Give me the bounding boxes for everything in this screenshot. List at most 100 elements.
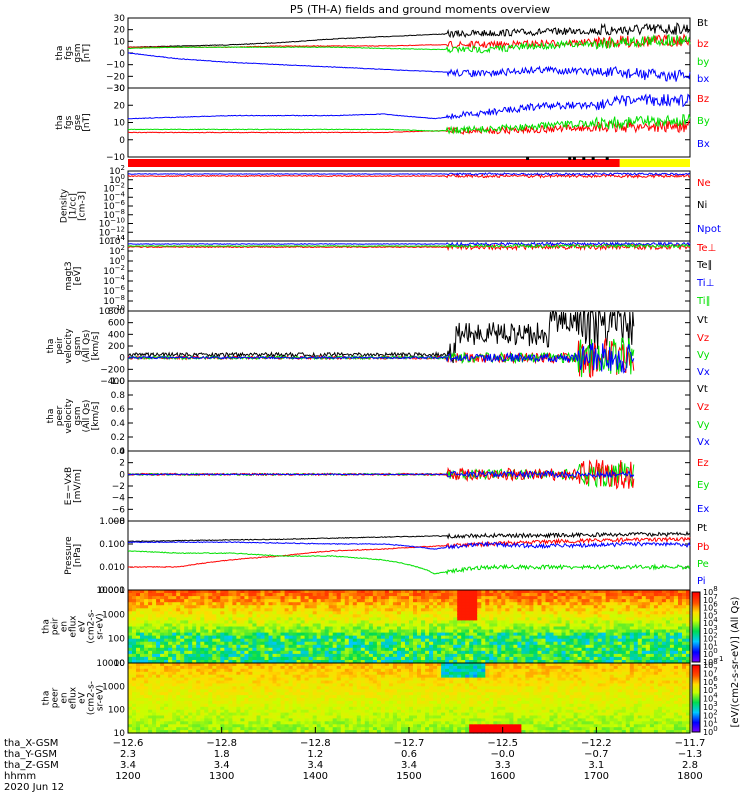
spectrogram-cell: [582, 593, 587, 597]
spectrogram-cell: [449, 630, 454, 634]
spectrogram-cell: [658, 614, 663, 618]
spectrogram-cell: [578, 614, 583, 618]
spectrogram-cell: [148, 599, 153, 603]
spectrogram-cell: [590, 599, 595, 603]
spectrogram-cell: [277, 599, 282, 603]
spectrogram-cell: [269, 657, 274, 661]
spectrogram-cell: [578, 599, 583, 603]
spectrogram-cell: [682, 651, 687, 655]
spectrogram-cell: [421, 614, 426, 618]
spectrogram-cell: [176, 630, 181, 634]
spectrogram-cell: [405, 642, 410, 646]
spectrogram-cell: [529, 651, 534, 655]
spectrogram-cell: [224, 636, 229, 640]
spectrogram-cell: [329, 642, 334, 646]
spectrogram-cell: [136, 657, 141, 661]
spectrogram-cell: [449, 599, 454, 603]
spectrogram-cell: [140, 669, 145, 673]
spectrogram-cell: [313, 630, 318, 634]
spectrogram-cell: [622, 593, 627, 597]
spectrogram-cell: [525, 614, 530, 618]
spectrogram-cell: [481, 642, 486, 646]
spectrogram-cell: [277, 657, 282, 661]
plot-title: P5 (TH-A) fields and ground moments over…: [290, 3, 550, 16]
spectrogram-cell: [533, 599, 538, 603]
spectrogram-cell: [160, 704, 165, 708]
spectrogram-cell: [538, 642, 543, 646]
spectrogram-cell: [361, 642, 366, 646]
spectrogram-cell: [277, 686, 282, 690]
spectrogram-cell: [212, 721, 217, 725]
spectrogram-cell: [261, 614, 266, 618]
spectrogram-cell: [313, 704, 318, 708]
spectrogram-cell: [493, 614, 498, 618]
spectrogram-cell: [373, 657, 378, 661]
spectrogram-cell: [329, 593, 334, 597]
spectrogram-cell: [562, 630, 567, 634]
spectrogram-cell: [164, 642, 169, 646]
spectrogram-cell: [212, 651, 217, 655]
spectrogram-cell: [678, 614, 683, 618]
spectrogram-cell: [365, 642, 370, 646]
spectrogram-cell: [224, 704, 229, 708]
spectrogram-cell: [140, 605, 145, 609]
spectrogram-cell: [244, 669, 249, 673]
spectrogram-cell: [265, 721, 270, 725]
spectrogram-cell: [473, 593, 478, 597]
spectrogram-cell: [341, 614, 346, 618]
spectrogram-cell: [305, 620, 310, 624]
spectrogram-cell: [654, 614, 659, 618]
spectrogram-cell: [554, 599, 559, 603]
spectrogram-cell: [485, 599, 490, 603]
spectrogram-cell: [240, 686, 245, 690]
spectrogram-cell: [433, 657, 438, 661]
spectrogram-cell: [634, 642, 639, 646]
spectrogram-cell: [630, 642, 635, 646]
spectrogram-cell: [240, 593, 245, 597]
spectrogram-cell: [317, 620, 322, 624]
spectrogram-cell: [176, 657, 181, 661]
spectrogram-cell: [417, 636, 422, 640]
spectrogram-cell: [505, 651, 510, 655]
spectrogram-cell: [156, 657, 161, 661]
spectrogram-cell: [144, 599, 149, 603]
spectrogram-cell: [152, 605, 157, 609]
spectrogram-cell: [546, 657, 551, 661]
spectrogram-cell: [269, 721, 274, 725]
spectrogram-cell: [305, 614, 310, 618]
spectrogram-cell: [273, 704, 278, 708]
spectrogram-cell: [630, 630, 635, 634]
spectrogram-cell: [505, 605, 510, 609]
spectrogram-cell: [277, 669, 282, 673]
spectrogram-cell: [236, 686, 241, 690]
spectrogram-cell: [349, 593, 354, 597]
spectrogram-cell: [204, 593, 209, 597]
spectrogram-cell: [353, 605, 358, 609]
spectrogram-cell: [477, 620, 482, 624]
spectrogram-cell: [682, 614, 687, 618]
spectrogram-cell: [200, 721, 205, 725]
spectrogram-cell: [642, 642, 647, 646]
spectrogram-cell: [501, 593, 506, 597]
spectrogram-cell: [244, 657, 249, 661]
spectrogram-cell: [397, 605, 402, 609]
spectrogram-cell: [128, 593, 133, 597]
series-Bx: [128, 94, 690, 119]
spectrogram-cell: [164, 599, 169, 603]
spectrogram-cell: [481, 651, 486, 655]
spectrogram-cell: [269, 704, 274, 708]
y-tick-label: 600: [108, 319, 125, 329]
spectrogram-cell: [144, 721, 149, 725]
spectrogram-cell: [658, 636, 663, 640]
spectrogram-cell: [200, 686, 205, 690]
spectrogram-cell: [244, 620, 249, 624]
spectrogram-cell: [606, 630, 611, 634]
spectrogram-cell: [654, 642, 659, 646]
spectrogram-cell: [341, 686, 346, 690]
spectrogram-cell: [277, 630, 282, 634]
spectrogram-cell: [493, 605, 498, 609]
spectrogram-cell: [136, 651, 141, 655]
spectrogram-cell: [558, 605, 563, 609]
spectrogram-cell: [517, 636, 522, 640]
spectrogram-cell: [236, 620, 241, 624]
